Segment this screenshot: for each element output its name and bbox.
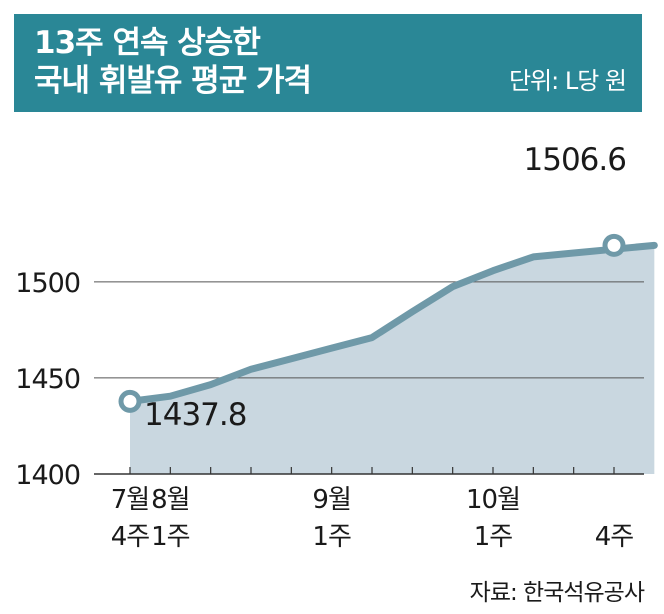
area-fill bbox=[130, 245, 655, 474]
y-tick-label: 1450 bbox=[15, 364, 80, 395]
x-tick-label: 1주 bbox=[312, 522, 351, 552]
unit-label: 단위: L당 원 bbox=[508, 67, 627, 95]
y-tick-label: 1400 bbox=[15, 460, 80, 491]
title-line-2: 국내 휘발유 평균 가격 bbox=[34, 63, 312, 99]
x-tick-label: 1주 bbox=[474, 522, 513, 552]
chart-header: 13주 연속 상승한 국내 휘발유 평균 가격 단위: L당 원 bbox=[14, 14, 642, 112]
y-tick-label: 1500 bbox=[15, 268, 80, 299]
source-label: 자료: 한국석유공사 bbox=[469, 580, 645, 606]
x-tick-label: 9월 bbox=[312, 485, 350, 515]
data-label-start: 1437.8 bbox=[144, 397, 246, 433]
x-tick-label: 8월 bbox=[151, 485, 189, 515]
x-tick-label: 10월 bbox=[466, 485, 520, 515]
x-tick-label: 7월 bbox=[111, 485, 149, 515]
end-point-marker bbox=[602, 233, 626, 257]
title-line-1: 13주 연속 상승한 bbox=[34, 25, 261, 61]
x-tick-label: 4주 bbox=[111, 522, 150, 552]
x-tick-label: 1주 bbox=[151, 522, 190, 552]
series-line bbox=[126, 241, 658, 405]
chart-title: 13주 연속 상승한 국내 휘발유 평균 가격 bbox=[34, 24, 312, 100]
start-point-marker bbox=[118, 389, 142, 413]
data-label-end: 1506.6 bbox=[524, 142, 626, 178]
x-tick-label: 4주 bbox=[595, 522, 634, 552]
